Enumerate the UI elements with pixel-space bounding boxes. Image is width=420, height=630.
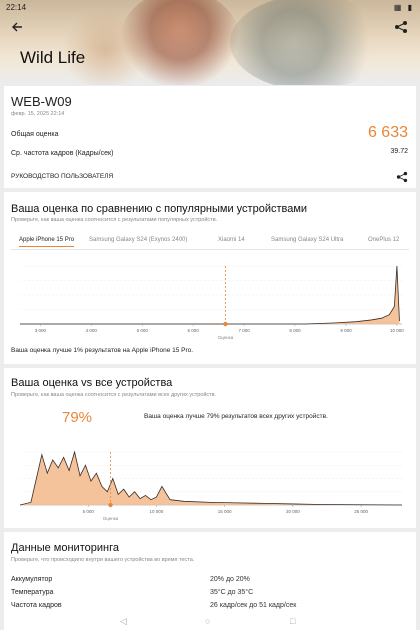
hero-art: [120, 0, 240, 85]
compare-all-card: Ваша оценка vs все устройства Проверьте,…: [4, 368, 416, 528]
nav-recent-button[interactable]: □: [290, 616, 296, 626]
percentile-value: 79%: [62, 409, 93, 426]
status-time: 22:14: [6, 3, 27, 12]
fps-label: Ср. частота кадров (Кадры/сек): [11, 150, 114, 157]
overall-label: Общая оценка: [11, 131, 59, 138]
section-title: Ваша оценка по сравнению с популярными у…: [11, 203, 308, 215]
tab-xiaomi-14[interactable]: Xiaomi 14: [218, 237, 245, 243]
fps-value: 39.72: [390, 148, 408, 155]
section-subtitle: Проверьте, что происходило внутри вашего…: [11, 557, 195, 563]
tab-oneplus-12[interactable]: OnePlus 12: [368, 237, 400, 243]
hero-art: [230, 0, 390, 85]
overall-score: 6 633: [367, 124, 408, 141]
x-tick-label: 3 000: [35, 328, 47, 333]
percentile-text: Ваша оценка лучше 79% результатов всех д…: [144, 413, 328, 420]
section-title: Данные мониторинга: [11, 542, 119, 554]
x-axis-label: Оценка: [103, 516, 119, 521]
result-card: WEB-W09 февр. 15, 2025 22:14 Общая оценк…: [4, 86, 416, 188]
x-tick-label: 9 000: [340, 328, 352, 333]
monitor-temperature-label: Температура: [11, 589, 54, 596]
x-tick-label: 8 000: [289, 328, 301, 333]
status-bar: 22:14 ▦ ▮: [0, 0, 420, 14]
x-tick-label: 10 000: [150, 509, 164, 514]
monitor-battery-value: 20% до 20%: [210, 576, 250, 583]
x-tick-label: 10 000: [390, 328, 404, 333]
x-tick-label: 4 000: [86, 328, 98, 333]
tab-samsung-galaxy-s24-exynos[interactable]: Samsung Galaxy S24 (Exynos 2400): [89, 237, 188, 243]
nav-home-button[interactable]: ○: [205, 616, 211, 626]
x-tick-label: 5 000: [83, 509, 95, 514]
section-title: Ваша оценка vs все устройства: [11, 377, 173, 389]
x-tick-label: 15 000: [218, 509, 232, 514]
x-tick-label: 6 000: [188, 328, 200, 333]
x-tick-label: 7 000: [238, 328, 250, 333]
system-nav-bar: ◁ ○ □: [0, 612, 420, 630]
tab-samsung-galaxy-s24-ultra[interactable]: Samsung Galaxy S24 Ultra: [271, 237, 344, 243]
hero-banner: [0, 0, 420, 85]
device-tabs: Apple iPhone 15 Pro Samsung Galaxy S24 (…: [11, 236, 409, 250]
x-tick-label: 5 000: [137, 328, 149, 333]
x-tick-label: 20 000: [286, 509, 300, 514]
nav-back-button[interactable]: ◁: [120, 616, 127, 626]
section-subtitle: Проверьте, как ваша оценка соотносится с…: [11, 217, 218, 223]
x-tick-label: 25 000: [354, 509, 368, 514]
monitor-fps-value: 26 кадр/сек до 51 кадр/сек: [210, 602, 297, 609]
status-icons: ▦ ▮: [393, 3, 414, 12]
monitor-fps-label: Частота кадров: [11, 602, 62, 609]
monitor-battery-label: Аккумулятор: [11, 576, 53, 583]
share-icon[interactable]: [394, 20, 412, 38]
distribution-line: [19, 450, 403, 506]
your-score-marker-dot: [223, 321, 228, 327]
distribution-line: [20, 265, 400, 325]
popular-note: Ваша оценка лучше 1% результатов на Appl…: [11, 347, 194, 354]
user-guide-link[interactable]: РУКОВОДСТВО ПОЛЬЗОВАТЕЛЯ: [11, 173, 114, 180]
result-date: февр. 15, 2025 22:14: [11, 111, 65, 117]
all-devices-distribution-chart: 5 000 10 000 15 000 20 000 25 000 Оценка: [19, 450, 403, 521]
compare-popular-card: Ваша оценка по сравнению с популярными у…: [4, 192, 416, 364]
page-title: Wild Life: [20, 48, 86, 67]
distribution-area: [20, 452, 402, 505]
your-score-marker-dot: [108, 502, 113, 508]
monitor-temperature-value: 35°C до 35°C: [210, 589, 254, 596]
share-icon[interactable]: [396, 170, 408, 183]
section-subtitle: Проверьте, как ваша оценка соотносится с…: [11, 392, 217, 398]
popular-distribution-chart: 3 000 4 000 5 000 6 000 7 000 8 000 9 000 10 00…: [20, 265, 404, 340]
arrow-left-icon[interactable]: [8, 20, 26, 38]
monitoring-card: Данные мониторинга Проверьте, что происх…: [4, 532, 416, 630]
tab-apple-iphone-15-pro[interactable]: Apple iPhone 15 Pro: [19, 237, 75, 247]
x-axis-label: Оценка: [218, 335, 234, 340]
device-name: WEB-W09: [11, 94, 72, 109]
